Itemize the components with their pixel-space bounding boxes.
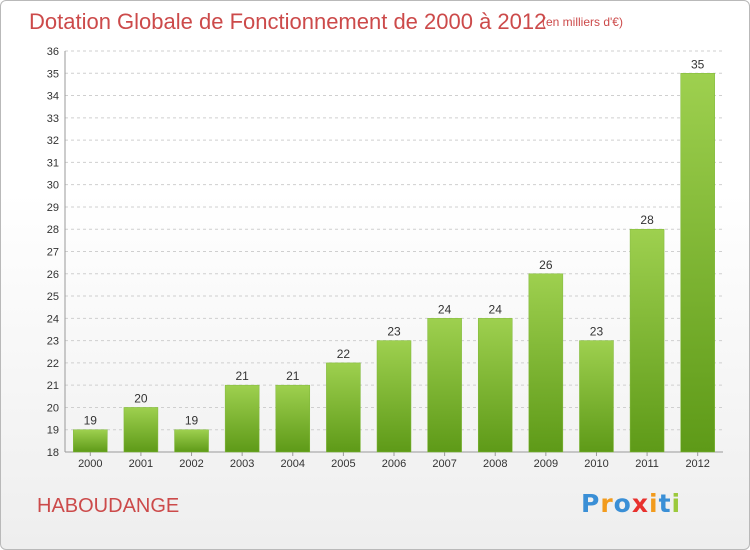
commune-name: HABOUDANGE (37, 495, 180, 517)
y-tick-label: 28 (47, 224, 59, 236)
y-tick-label: 33 (47, 113, 59, 125)
x-tick-label: 2004 (281, 458, 305, 470)
value-label: 23 (590, 325, 604, 339)
y-tick-label: 35 (47, 68, 59, 80)
bar (680, 73, 715, 453)
logo-letter: P (581, 489, 601, 518)
value-label: 26 (539, 258, 553, 272)
bar (73, 429, 108, 453)
bar (275, 384, 311, 453)
value-label: 22 (337, 347, 351, 361)
logo-letter: r (600, 489, 614, 518)
value-label: 19 (185, 414, 199, 428)
x-tick-label: 2012 (685, 458, 709, 470)
logo-letter: o (613, 489, 632, 518)
x-tick-label: 2000 (78, 458, 102, 470)
chart-title: Dotation Globale de Fonctionnement de 20… (29, 9, 547, 34)
y-tick-label: 25 (47, 291, 59, 303)
labels: 18 19 20 21 22 23 24 25 26 27 28 29 30 31 32 33 34 35 36 19… (47, 46, 710, 470)
y-tick-label: 30 (47, 180, 59, 192)
y-tick-label: 32 (47, 135, 59, 147)
x-tick-label: 2009 (534, 458, 558, 470)
y-tick-label: 18 (47, 447, 59, 459)
bar (326, 362, 361, 453)
bar (224, 384, 260, 453)
logo-letter: i (671, 489, 682, 518)
x-tick-label: 2001 (129, 458, 153, 470)
x-tick-label: 2007 (432, 458, 456, 470)
y-tick-label: 34 (47, 91, 59, 103)
logo-letter: x (631, 489, 649, 518)
value-label: 24 (489, 302, 503, 316)
y-tick-label: 20 (47, 402, 59, 414)
y-tick-label: 36 (47, 46, 59, 58)
y-tick-label: 24 (47, 313, 59, 325)
value-label: 28 (640, 213, 654, 227)
x-tick-label: 2010 (584, 458, 608, 470)
value-label: 21 (235, 369, 249, 383)
value-label: 19 (84, 414, 98, 428)
value-label: 24 (438, 302, 452, 316)
bar (427, 318, 462, 453)
x-tick-label: 2011 (635, 458, 659, 470)
bar (528, 273, 564, 453)
y-tick-label: 23 (47, 336, 59, 348)
y-tick-label: 29 (47, 202, 59, 214)
y-tick-label: 27 (47, 247, 59, 259)
bar (123, 407, 159, 453)
y-tick-label: 22 (47, 358, 59, 370)
y-tick-label: 26 (47, 269, 59, 281)
y-tick-label: 21 (47, 380, 59, 392)
bar (174, 429, 209, 453)
bar (376, 340, 412, 453)
value-label: 20 (134, 391, 148, 405)
proxiti-logo[interactable]: Proxiti (581, 489, 681, 518)
logo-letter: i (649, 489, 659, 518)
bar (579, 340, 614, 453)
y-tick-label: 31 (47, 157, 59, 169)
value-label: 21 (286, 369, 300, 383)
value-label: 23 (387, 325, 401, 339)
bar (629, 228, 665, 453)
logo-letter: t (658, 489, 672, 518)
x-tick-label: 2006 (382, 458, 406, 470)
value-label: 35 (691, 57, 705, 71)
y-tick-label: 19 (47, 425, 59, 437)
bars (73, 73, 715, 453)
x-tick-label: 2005 (331, 458, 355, 470)
chart-subtitle: (en milliers d'€) (542, 15, 623, 29)
x-tick-label: 2002 (179, 458, 203, 470)
bar (477, 318, 513, 453)
x-tick-label: 2003 (230, 458, 254, 470)
x-tick-label: 2008 (483, 458, 507, 470)
